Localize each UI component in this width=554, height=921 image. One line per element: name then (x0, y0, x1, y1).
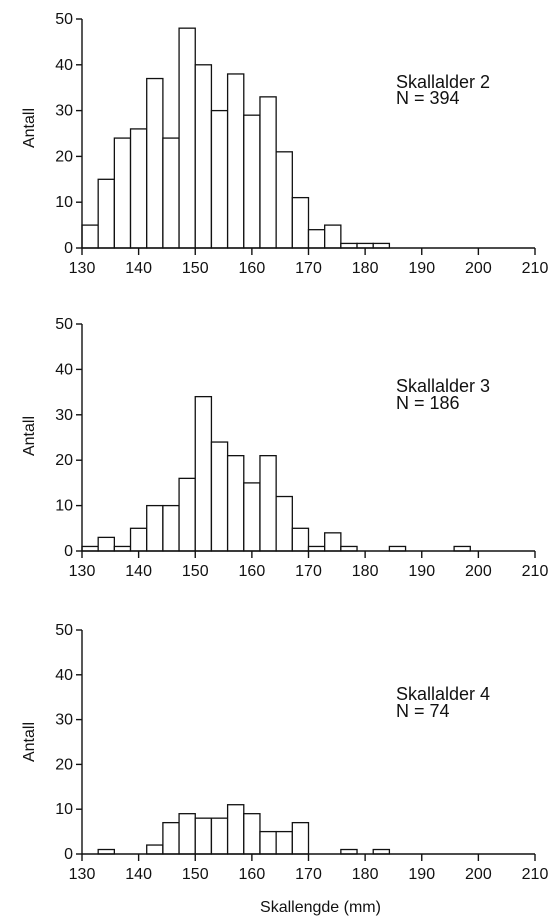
histogram-bar (275, 830, 293, 855)
histogram-bar (146, 77, 164, 249)
histogram-bar (291, 527, 310, 552)
x-tick-label: 200 (465, 866, 492, 883)
panel-annotation-title: Skallalder 4 (396, 684, 490, 704)
y-tick-label: 30 (55, 712, 73, 729)
histogram-bar (291, 821, 310, 855)
x-tick-label: 170 (295, 866, 322, 883)
histogram-bar (178, 813, 196, 855)
histogram-bar (210, 441, 229, 552)
y-tick-label: 50 (55, 316, 73, 333)
y-axis-label: Antall (21, 416, 38, 456)
histogram-bar (243, 813, 261, 855)
x-tick-label: 190 (408, 260, 435, 277)
y-tick-label: 10 (55, 194, 73, 211)
x-tick-label: 200 (465, 260, 492, 277)
histogram-bar (291, 196, 310, 249)
histogram-bar (81, 224, 99, 249)
histogram-bar (194, 395, 213, 552)
x-tick-label: 130 (69, 866, 96, 883)
y-tick-label: 40 (55, 667, 73, 684)
x-tick-label: 180 (352, 866, 379, 883)
histogram-bar (146, 844, 164, 855)
y-tick-label: 20 (55, 756, 73, 773)
histogram-bar (97, 536, 116, 552)
y-tick-label: 0 (64, 846, 73, 863)
x-tick-label: 170 (295, 563, 322, 580)
x-tick-label: 190 (408, 866, 435, 883)
histogram-bar (259, 455, 277, 552)
y-axis-label: Antall (21, 722, 38, 762)
x-tick-label: 210 (522, 563, 549, 580)
x-tick-label: 130 (69, 260, 96, 277)
histogram-bar (275, 495, 293, 552)
histogram-bar (243, 482, 261, 552)
x-tick-label: 160 (239, 563, 266, 580)
histogram-bar (113, 137, 132, 249)
panel-annotation-title: Skallalder 3 (396, 376, 490, 396)
y-tick-label: 30 (55, 103, 73, 120)
histogram-bar (226, 804, 245, 855)
x-tick-label: 160 (239, 260, 266, 277)
x-tick-label: 160 (239, 866, 266, 883)
x-tick-label: 150 (182, 866, 209, 883)
x-axis-label: Skallengde (mm) (260, 899, 381, 916)
histogram-bar (243, 114, 261, 249)
histogram-bar (162, 137, 180, 249)
x-tick-label: 210 (522, 260, 549, 277)
histogram-bar (275, 151, 293, 249)
panel-annotation-n: N = 394 (396, 88, 460, 108)
histogram-bar (194, 817, 213, 855)
histogram-bar (210, 109, 229, 249)
histogram-bar (178, 27, 196, 249)
y-tick-label: 0 (64, 240, 73, 257)
histogram-bar (178, 477, 196, 552)
histogram-bar (97, 178, 116, 249)
y-tick-label: 50 (55, 11, 73, 28)
x-tick-label: 140 (125, 866, 152, 883)
histogram-bar (307, 229, 326, 249)
histogram-bar (324, 224, 342, 249)
y-tick-label: 40 (55, 361, 73, 378)
y-tick-label: 20 (55, 148, 73, 165)
x-tick-label: 130 (69, 563, 96, 580)
panel-annotation-n: N = 186 (396, 393, 460, 413)
x-tick-label: 170 (295, 260, 322, 277)
y-tick-label: 20 (55, 452, 73, 469)
x-tick-label: 140 (125, 563, 152, 580)
x-tick-label: 190 (408, 563, 435, 580)
histogram-bar (259, 830, 277, 855)
x-tick-label: 210 (522, 866, 549, 883)
histogram-bar (129, 527, 148, 552)
y-tick-label: 50 (55, 622, 73, 639)
histogram-bar (226, 73, 245, 249)
histogram-bar (210, 817, 229, 855)
histogram-bar (324, 532, 342, 552)
y-axis-label: Antall (21, 108, 38, 148)
x-tick-label: 140 (125, 260, 152, 277)
y-tick-label: 40 (55, 57, 73, 74)
y-tick-label: 30 (55, 407, 73, 424)
x-tick-label: 180 (352, 563, 379, 580)
histogram-bar (259, 96, 277, 249)
histogram-bar (162, 821, 180, 855)
y-tick-label: 10 (55, 801, 73, 818)
panel-annotation-n: N = 74 (396, 701, 450, 721)
histogram-bar (226, 455, 245, 552)
panel-annotation-title: Skallalder 2 (396, 72, 490, 92)
y-tick-label: 10 (55, 498, 73, 515)
x-tick-label: 200 (465, 563, 492, 580)
x-tick-label: 150 (182, 563, 209, 580)
x-tick-label: 150 (182, 260, 209, 277)
histogram-bar (129, 128, 148, 249)
histogram-bar (162, 504, 180, 552)
histogram-bar (194, 64, 213, 249)
x-tick-label: 180 (352, 260, 379, 277)
histogram-bar (146, 504, 164, 552)
y-tick-label: 0 (64, 543, 73, 560)
